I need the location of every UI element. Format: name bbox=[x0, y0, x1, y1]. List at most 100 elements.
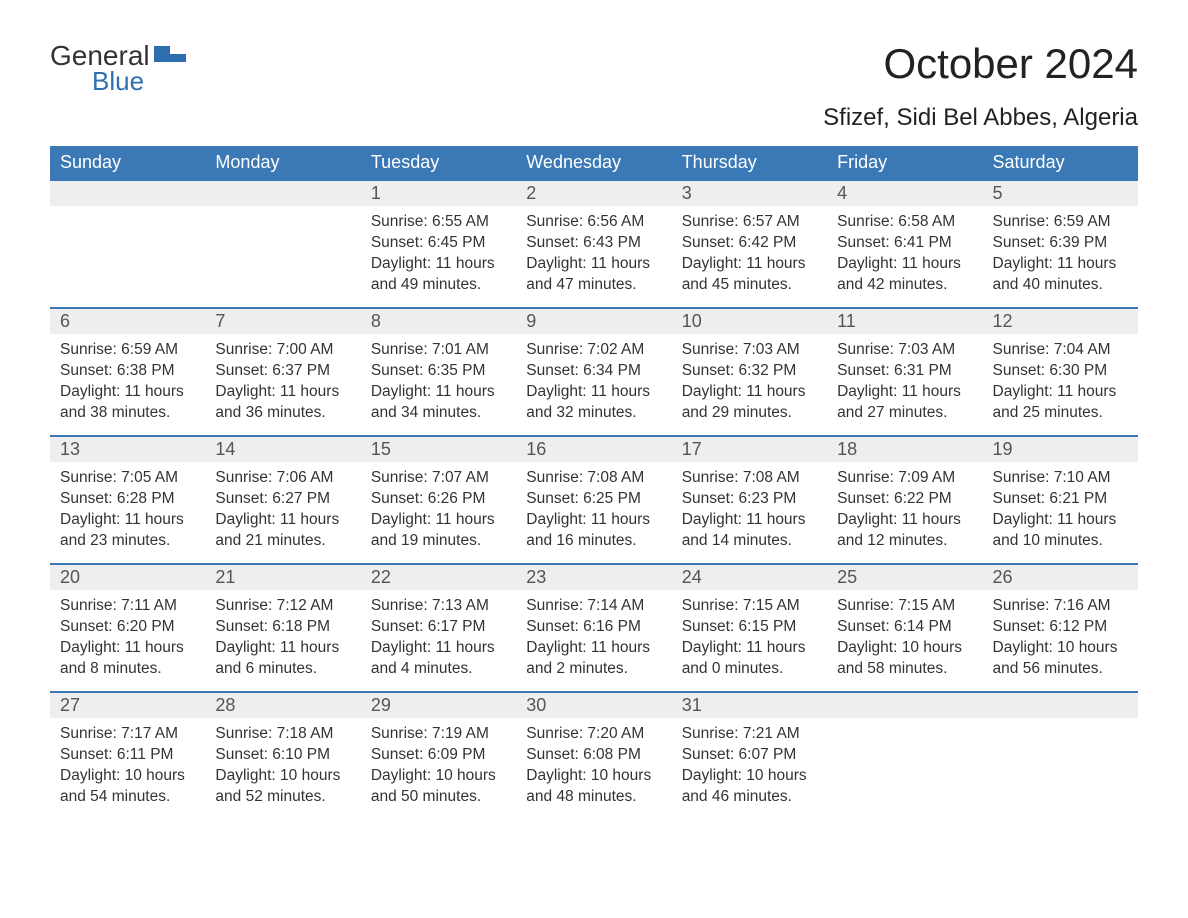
daylight-text: and 25 minutes. bbox=[993, 403, 1128, 424]
calendar-day-cell: 15Sunrise: 7:07 AMSunset: 6:26 PMDayligh… bbox=[361, 435, 516, 563]
day-number: 28 bbox=[205, 691, 360, 718]
sunrise-text: Sunrise: 6:57 AM bbox=[682, 212, 817, 233]
day-number: 3 bbox=[672, 179, 827, 206]
daylight-text: Daylight: 11 hours bbox=[682, 254, 817, 275]
sunrise-text: Sunrise: 7:02 AM bbox=[526, 340, 661, 361]
daylight-text: and 8 minutes. bbox=[60, 659, 195, 680]
calendar-day-cell: 17Sunrise: 7:08 AMSunset: 6:23 PMDayligh… bbox=[672, 435, 827, 563]
daylight-text: Daylight: 11 hours bbox=[60, 510, 195, 531]
sunset-text: Sunset: 6:43 PM bbox=[526, 233, 661, 254]
day-details: Sunrise: 7:01 AMSunset: 6:35 PMDaylight:… bbox=[361, 334, 516, 424]
day-number: 31 bbox=[672, 691, 827, 718]
sunset-text: Sunset: 6:25 PM bbox=[526, 489, 661, 510]
sunrise-text: Sunrise: 6:59 AM bbox=[60, 340, 195, 361]
sunset-text: Sunset: 6:32 PM bbox=[682, 361, 817, 382]
day-details: Sunrise: 7:08 AMSunset: 6:23 PMDaylight:… bbox=[672, 462, 827, 552]
sunrise-text: Sunrise: 7:21 AM bbox=[682, 724, 817, 745]
daylight-text: Daylight: 11 hours bbox=[371, 638, 506, 659]
day-number: 6 bbox=[50, 307, 205, 334]
daylight-text: and 16 minutes. bbox=[526, 531, 661, 552]
day-details: Sunrise: 7:20 AMSunset: 6:08 PMDaylight:… bbox=[516, 718, 671, 808]
sunrise-text: Sunrise: 7:17 AM bbox=[60, 724, 195, 745]
daylight-text: Daylight: 11 hours bbox=[837, 510, 972, 531]
calendar-day-cell: 8Sunrise: 7:01 AMSunset: 6:35 PMDaylight… bbox=[361, 307, 516, 435]
sunset-text: Sunset: 6:17 PM bbox=[371, 617, 506, 638]
day-details: Sunrise: 7:03 AMSunset: 6:32 PMDaylight:… bbox=[672, 334, 827, 424]
daylight-text: Daylight: 11 hours bbox=[526, 254, 661, 275]
sunrise-text: Sunrise: 7:00 AM bbox=[215, 340, 350, 361]
day-number: 30 bbox=[516, 691, 671, 718]
daylight-text: Daylight: 10 hours bbox=[60, 766, 195, 787]
sunrise-text: Sunrise: 7:04 AM bbox=[993, 340, 1128, 361]
daylight-text: Daylight: 11 hours bbox=[371, 382, 506, 403]
daylight-text: and 27 minutes. bbox=[837, 403, 972, 424]
daylight-text: Daylight: 11 hours bbox=[682, 638, 817, 659]
daylight-text: and 42 minutes. bbox=[837, 275, 972, 296]
sunset-text: Sunset: 6:11 PM bbox=[60, 745, 195, 766]
sunrise-text: Sunrise: 7:12 AM bbox=[215, 596, 350, 617]
sunrise-text: Sunrise: 7:11 AM bbox=[60, 596, 195, 617]
daylight-text: and 6 minutes. bbox=[215, 659, 350, 680]
sunrise-text: Sunrise: 7:09 AM bbox=[837, 468, 972, 489]
day-details: Sunrise: 7:13 AMSunset: 6:17 PMDaylight:… bbox=[361, 590, 516, 680]
sunset-text: Sunset: 6:18 PM bbox=[215, 617, 350, 638]
sunrise-text: Sunrise: 7:14 AM bbox=[526, 596, 661, 617]
day-number: 2 bbox=[516, 179, 671, 206]
daylight-text: Daylight: 11 hours bbox=[682, 382, 817, 403]
daylight-text: Daylight: 11 hours bbox=[526, 382, 661, 403]
sunset-text: Sunset: 6:07 PM bbox=[682, 745, 817, 766]
day-number: 1 bbox=[361, 179, 516, 206]
daylight-text: Daylight: 11 hours bbox=[215, 510, 350, 531]
sunrise-text: Sunrise: 6:56 AM bbox=[526, 212, 661, 233]
sunset-text: Sunset: 6:08 PM bbox=[526, 745, 661, 766]
calendar-day-cell: 30Sunrise: 7:20 AMSunset: 6:08 PMDayligh… bbox=[516, 691, 671, 819]
daylight-text: and 40 minutes. bbox=[993, 275, 1128, 296]
calendar-day-cell bbox=[205, 179, 360, 307]
calendar-day-cell: 18Sunrise: 7:09 AMSunset: 6:22 PMDayligh… bbox=[827, 435, 982, 563]
daylight-text: Daylight: 11 hours bbox=[371, 510, 506, 531]
sunset-text: Sunset: 6:16 PM bbox=[526, 617, 661, 638]
calendar-day-cell: 1Sunrise: 6:55 AMSunset: 6:45 PMDaylight… bbox=[361, 179, 516, 307]
day-number: 29 bbox=[361, 691, 516, 718]
sunset-text: Sunset: 6:23 PM bbox=[682, 489, 817, 510]
sunrise-text: Sunrise: 7:15 AM bbox=[837, 596, 972, 617]
day-number: 8 bbox=[361, 307, 516, 334]
sunset-text: Sunset: 6:27 PM bbox=[215, 489, 350, 510]
calendar-day-cell: 20Sunrise: 7:11 AMSunset: 6:20 PMDayligh… bbox=[50, 563, 205, 691]
daylight-text: and 45 minutes. bbox=[682, 275, 817, 296]
daylight-text: Daylight: 11 hours bbox=[993, 510, 1128, 531]
calendar-day-cell: 23Sunrise: 7:14 AMSunset: 6:16 PMDayligh… bbox=[516, 563, 671, 691]
weekday-header: Tuesday bbox=[361, 146, 516, 179]
sunset-text: Sunset: 6:42 PM bbox=[682, 233, 817, 254]
header: General Blue October 2024 Sfizef, Sidi B… bbox=[50, 40, 1138, 132]
day-number: 15 bbox=[361, 435, 516, 462]
daylight-text: Daylight: 10 hours bbox=[993, 638, 1128, 659]
page-title: October 2024 bbox=[823, 40, 1138, 88]
daylight-text: and 2 minutes. bbox=[526, 659, 661, 680]
day-details: Sunrise: 7:19 AMSunset: 6:09 PMDaylight:… bbox=[361, 718, 516, 808]
weekday-header: Thursday bbox=[672, 146, 827, 179]
daylight-text: Daylight: 11 hours bbox=[526, 638, 661, 659]
daylight-text: and 58 minutes. bbox=[837, 659, 972, 680]
calendar-day-cell: 12Sunrise: 7:04 AMSunset: 6:30 PMDayligh… bbox=[983, 307, 1138, 435]
daylight-text: and 23 minutes. bbox=[60, 531, 195, 552]
calendar-day-cell: 31Sunrise: 7:21 AMSunset: 6:07 PMDayligh… bbox=[672, 691, 827, 819]
day-number: 26 bbox=[983, 563, 1138, 590]
day-details: Sunrise: 7:12 AMSunset: 6:18 PMDaylight:… bbox=[205, 590, 360, 680]
weekday-header: Wednesday bbox=[516, 146, 671, 179]
sunset-text: Sunset: 6:35 PM bbox=[371, 361, 506, 382]
day-details: Sunrise: 6:59 AMSunset: 6:39 PMDaylight:… bbox=[983, 206, 1138, 296]
calendar-table: Sunday Monday Tuesday Wednesday Thursday… bbox=[50, 146, 1138, 819]
day-details: Sunrise: 6:56 AMSunset: 6:43 PMDaylight:… bbox=[516, 206, 671, 296]
day-number bbox=[205, 179, 360, 206]
day-number: 21 bbox=[205, 563, 360, 590]
calendar-day-cell: 22Sunrise: 7:13 AMSunset: 6:17 PMDayligh… bbox=[361, 563, 516, 691]
daylight-text: and 19 minutes. bbox=[371, 531, 506, 552]
day-details: Sunrise: 7:08 AMSunset: 6:25 PMDaylight:… bbox=[516, 462, 671, 552]
title-block: October 2024 Sfizef, Sidi Bel Abbes, Alg… bbox=[823, 40, 1138, 132]
sunset-text: Sunset: 6:37 PM bbox=[215, 361, 350, 382]
sunrise-text: Sunrise: 7:13 AM bbox=[371, 596, 506, 617]
sunset-text: Sunset: 6:39 PM bbox=[993, 233, 1128, 254]
daylight-text: Daylight: 11 hours bbox=[215, 638, 350, 659]
sunset-text: Sunset: 6:15 PM bbox=[682, 617, 817, 638]
